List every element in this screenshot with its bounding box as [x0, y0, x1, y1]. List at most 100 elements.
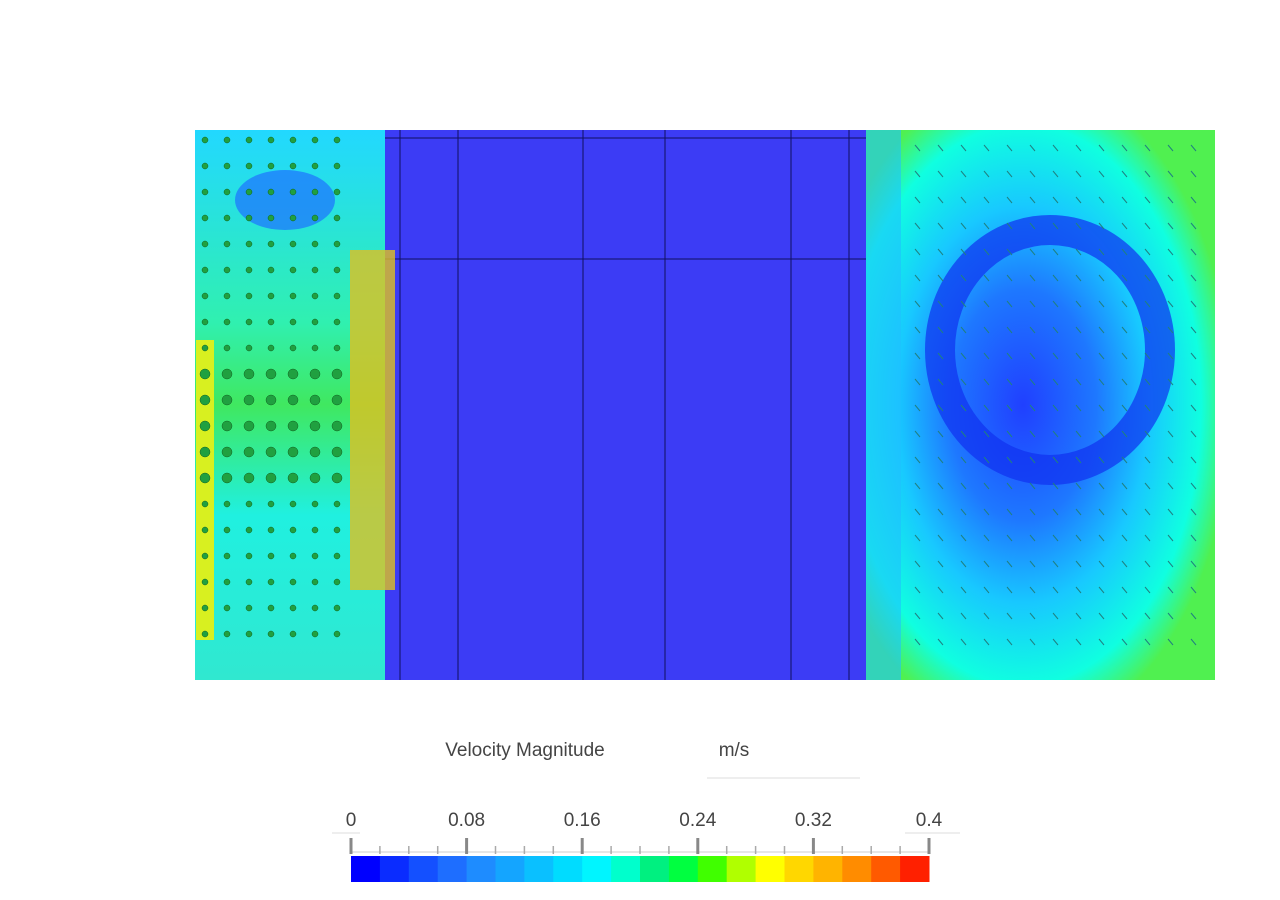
vector-arrow: [1121, 586, 1128, 594]
color-band: [437, 856, 468, 882]
vector-arrow: [1075, 508, 1082, 516]
vector-arrow: [223, 292, 231, 300]
vector-arrow: [1121, 144, 1128, 152]
vector-arrow: [223, 136, 231, 144]
vector-arrow: [201, 578, 209, 586]
vector-arrow: [1029, 430, 1036, 438]
color-band: [553, 856, 583, 882]
vector-arrow: [1029, 638, 1036, 646]
vector-arrow: [1098, 482, 1105, 490]
vector-arrow: [311, 500, 319, 508]
vector-arrow: [1006, 326, 1013, 334]
vector-arrow: [1121, 352, 1128, 360]
vector-arrow: [1098, 274, 1105, 282]
vector-arrow: [983, 222, 990, 230]
vector-arrow: [1121, 378, 1128, 386]
vector-arrow: [267, 162, 275, 170]
vector-arrow: [1006, 534, 1013, 542]
vector-arrow: [937, 274, 944, 282]
vector-arrow: [201, 526, 209, 534]
vector-arrow: [1098, 326, 1105, 334]
vector-arrow: [1167, 456, 1174, 464]
left-jet: [196, 340, 214, 640]
vector-arrow: [1121, 404, 1128, 412]
vector-arrow: [1052, 638, 1059, 646]
vector-arrow: [199, 368, 211, 380]
vector-arrow: [1121, 482, 1128, 490]
vector-arrow: [1075, 560, 1082, 568]
vector-arrow: [289, 500, 297, 508]
vector-arrow: [960, 352, 967, 360]
vector-arrow: [267, 630, 275, 638]
vector-arrow: [333, 500, 341, 508]
vector-arrow: [311, 318, 319, 326]
vector-arrow: [1098, 534, 1105, 542]
vector-arrow: [960, 222, 967, 230]
vector-arrow: [267, 214, 275, 222]
vector-arrow: [914, 456, 921, 464]
vector-arrow: [1029, 274, 1036, 282]
vector-arrow: [1121, 274, 1128, 282]
vector-arrow: [1075, 378, 1082, 386]
vector-arrow: [289, 552, 297, 560]
vector-arrow: [960, 612, 967, 620]
color-band: [466, 856, 496, 882]
vector-arrow: [983, 456, 990, 464]
vector-arrow: [1121, 456, 1128, 464]
vector-arrow: [245, 188, 253, 196]
vector-arrow: [1006, 612, 1013, 620]
vector-arrow: [289, 526, 297, 534]
vector-arrow: [201, 136, 209, 144]
vector-arrow: [243, 446, 255, 458]
vector-arrow: [1098, 222, 1105, 230]
vector-arrow: [960, 508, 967, 516]
vortex: [925, 215, 1175, 485]
vector-arrow: [1052, 612, 1059, 620]
vector-arrow: [223, 240, 231, 248]
vector-arrow: [1121, 560, 1128, 568]
vector-arrow: [1052, 170, 1059, 178]
vector-arrow: [983, 144, 990, 152]
vector-arrow: [1006, 274, 1013, 282]
vector-arrow: [937, 456, 944, 464]
vector-arrow: [1098, 378, 1105, 386]
vector-arrow: [289, 630, 297, 638]
vector-arrow: [221, 472, 233, 484]
vector-arrow: [221, 420, 233, 432]
vector-arrow: [983, 248, 990, 256]
vector-arrow: [1052, 300, 1059, 308]
vector-arrow: [245, 552, 253, 560]
vector-arrow: [267, 578, 275, 586]
vector-arrow: [1052, 248, 1059, 256]
vector-arrow: [1098, 300, 1105, 308]
vector-arrow: [223, 500, 231, 508]
vector-arrow: [1167, 274, 1174, 282]
vector-arrow: [1121, 508, 1128, 516]
vector-arrow: [1144, 378, 1151, 386]
left-wall-jet: [350, 250, 395, 590]
vector-arrow: [309, 368, 321, 380]
vector-arrow: [983, 274, 990, 282]
vector-arrow: [267, 526, 275, 534]
vector-arrow: [937, 534, 944, 542]
vector-arrow: [960, 300, 967, 308]
vector-arrow: [201, 500, 209, 508]
vector-arrow: [201, 214, 209, 222]
vector-arrow: [223, 162, 231, 170]
vector-arrow: [1006, 170, 1013, 178]
vector-arrow: [960, 378, 967, 386]
vector-arrow: [1144, 170, 1151, 178]
vector-arrow: [1098, 196, 1105, 204]
right-wall: [866, 130, 901, 680]
vector-arrow: [287, 446, 299, 458]
vector-arrow: [1052, 222, 1059, 230]
vector-arrow: [1144, 456, 1151, 464]
vector-arrow: [937, 378, 944, 386]
vector-arrow: [331, 420, 343, 432]
color-band: [640, 856, 670, 882]
vector-arrow: [1029, 482, 1036, 490]
vector-arrow: [201, 162, 209, 170]
vector-arrow: [1029, 300, 1036, 308]
vector-arrow: [333, 240, 341, 248]
